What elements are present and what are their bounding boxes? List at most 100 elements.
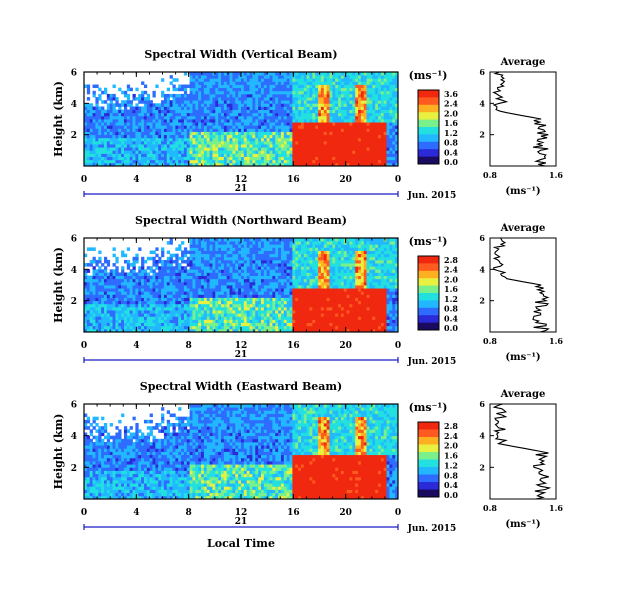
heatmap-cell xyxy=(149,134,153,139)
heatmap-cell xyxy=(280,131,285,136)
heatmap-cell xyxy=(375,156,379,161)
heatmap-cell xyxy=(272,306,276,311)
heatmap-cell xyxy=(300,134,305,139)
heatmap-cell xyxy=(166,241,171,245)
heatmap-cell xyxy=(289,97,293,101)
heatmap-cell xyxy=(232,328,236,333)
heatmap-cell xyxy=(163,306,168,311)
heatmap-cell xyxy=(95,100,99,104)
heatmap-cell xyxy=(352,115,356,120)
heatmap-cell xyxy=(215,259,219,264)
heatmap-cell xyxy=(232,241,236,245)
heatmap-cell xyxy=(323,115,328,120)
heatmap-cell xyxy=(320,109,325,114)
heatmap-cell xyxy=(178,150,182,154)
heatmap-cell xyxy=(378,87,382,92)
heatmap-cell xyxy=(203,325,208,330)
heatmap-cell xyxy=(283,90,288,95)
heatmap-cell xyxy=(181,288,185,292)
heatmap-cell xyxy=(352,134,356,139)
colorbar-swatch xyxy=(418,91,439,93)
heatmap-cell xyxy=(183,162,188,167)
heatmap-cell xyxy=(189,266,193,270)
heatmap-cell xyxy=(149,159,153,164)
heatmap-cell xyxy=(235,103,239,107)
heatmap-cell xyxy=(181,159,185,164)
heatmap-cell xyxy=(101,150,105,154)
heatmap-cell xyxy=(326,109,330,114)
heatmap-cell xyxy=(103,310,108,314)
heatmap-cell xyxy=(206,247,210,251)
heatmap-cell xyxy=(92,147,96,151)
heatmap-cell xyxy=(229,78,233,82)
heatmap-cell xyxy=(123,288,128,292)
heatmap-cell xyxy=(275,87,279,92)
heatmap-cell xyxy=(138,275,142,280)
heatmap-cell xyxy=(221,313,225,317)
heatmap-cell xyxy=(189,328,193,333)
heatmap-cell xyxy=(303,78,308,82)
heatmap-cell xyxy=(106,115,111,120)
heatmap-cell xyxy=(238,162,242,167)
heatmap-cell xyxy=(238,75,242,79)
heatmap-cell xyxy=(221,259,225,264)
heatmap-cell xyxy=(203,328,208,333)
heatmap-cell xyxy=(106,263,111,267)
heatmap-cell xyxy=(309,144,313,148)
heatmap-cell xyxy=(338,140,342,145)
heatmap-cell xyxy=(189,241,193,245)
heatmap-cell xyxy=(183,125,188,129)
heatmap-cell xyxy=(198,256,202,261)
heatmap-cell xyxy=(166,272,171,276)
heatmap-cell xyxy=(195,241,199,245)
heatmap-cell xyxy=(383,100,387,104)
heatmap-cell xyxy=(235,87,239,92)
heatmap-cell xyxy=(392,106,396,110)
heatmap-cell xyxy=(178,247,182,251)
heatmap-cell xyxy=(235,316,239,320)
heatmap-cell xyxy=(109,93,113,98)
heatmap-cell xyxy=(183,266,188,270)
heatmap-cell xyxy=(235,144,239,148)
heatmap-cell xyxy=(112,278,116,283)
heatmap-cell xyxy=(166,328,171,333)
heatmap-cell xyxy=(272,310,276,314)
heatmap-cell xyxy=(340,103,345,107)
heatmap-cell xyxy=(269,256,273,261)
colorbar-swatch xyxy=(418,110,439,113)
heatmap-cell xyxy=(360,125,365,129)
heatmap-cell xyxy=(141,325,145,330)
heatmap-cell xyxy=(275,150,279,154)
heatmap-cell xyxy=(129,115,133,120)
heatmap-cell xyxy=(223,72,228,76)
heatmap-cell xyxy=(320,75,325,79)
heatmap-cell xyxy=(121,266,125,270)
heatmap-cell xyxy=(298,131,302,136)
heatmap-cell xyxy=(221,269,225,273)
heatmap-cell xyxy=(181,303,185,308)
heatmap-cell xyxy=(161,253,165,258)
heatmap-cell xyxy=(166,278,171,283)
heatmap-cell xyxy=(215,147,219,151)
heatmap-cell xyxy=(349,134,353,139)
heatmap-cell xyxy=(243,253,248,258)
heatmap-cell xyxy=(255,103,259,107)
heatmap-cell xyxy=(395,153,399,157)
heatmap-cell xyxy=(252,259,256,264)
heatmap-cell xyxy=(349,97,353,101)
heatmap-cell xyxy=(246,250,250,255)
heatmap-cell xyxy=(355,78,359,82)
heatmap-cell xyxy=(169,137,173,142)
heatmap-cell xyxy=(349,162,353,167)
heatmap-cell xyxy=(358,162,362,167)
heatmap-cell xyxy=(255,109,259,114)
heatmap-cell xyxy=(329,87,333,92)
heatmap-cell xyxy=(206,131,210,136)
heatmap-cell xyxy=(158,313,162,317)
heatmap-cell xyxy=(378,112,382,117)
heatmap-cell xyxy=(149,316,153,320)
heatmap-cell xyxy=(235,137,239,142)
heatmap-cell xyxy=(123,112,128,117)
heatmap-cell xyxy=(272,275,276,280)
heatmap-cell xyxy=(138,303,142,308)
